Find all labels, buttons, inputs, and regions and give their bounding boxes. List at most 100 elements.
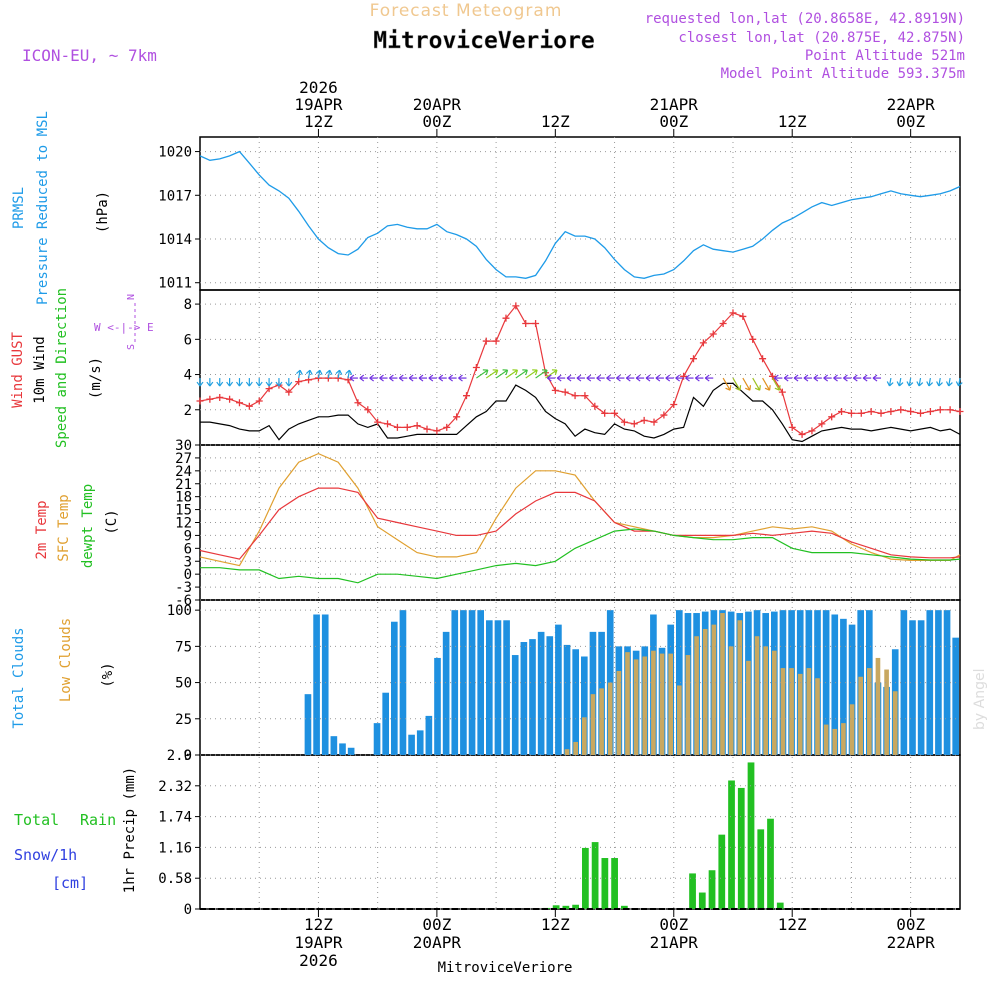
compass-we: W <-|-> E [94,321,154,334]
wind-arrow-shaft [476,369,489,379]
wind-arrow-head [532,369,538,375]
total-cloud-bar [321,614,329,755]
wind-arrow [823,374,832,382]
gust-marker [788,423,796,431]
wind-arrow-shaft [317,370,321,379]
wind-arrow-head [675,374,680,382]
low-cloud-bar [582,717,587,755]
wind-arrow-shaft [742,377,751,391]
gust-marker [472,364,480,371]
gust-marker [216,393,224,401]
label-ms: (m/s) [88,357,104,399]
requested-coords: requested lon,lat (20.8658E, 42.8919N) [645,11,965,27]
y-tick-label: -3 [175,580,192,596]
y-tick-label: 2 [184,403,192,419]
total-cloud-bar [330,736,338,755]
wind-line [200,382,961,443]
precip-bar [552,905,560,909]
gust-marker [512,302,520,310]
wind-arrow-head [916,381,924,387]
total-cloud-bar [382,692,389,755]
low-cloud-bar [746,660,751,755]
gust-marker [354,399,362,407]
gust-marker [591,402,599,410]
low-cloud-bar [720,613,725,755]
wind-arrow [793,374,803,382]
wind-arrow-head [556,374,562,382]
panels: 1011 1014 1017 1020 PRMSL Pressure Reduced to… [10,111,964,918]
wind-arrow-head [275,381,283,387]
gust-marker [423,425,431,433]
wind-arrow-head [482,369,489,375]
gust-marker [926,408,934,416]
wind-arrow-head [764,385,771,391]
total-cloud-bar [935,610,942,755]
gust-marker [660,411,668,419]
low-cloud-bar [867,668,872,755]
total-cloud-bar [373,723,381,755]
wind-arrow-head [896,381,904,387]
wind-arrow-shaft [535,369,548,379]
low-cloud-bar [841,723,846,755]
gust-marker [443,423,451,431]
total-cloud-bar [917,620,925,755]
label-2m-temp: 2m Temp [34,500,50,559]
top-label-time: 12Z [541,112,570,131]
gust-marker [453,413,461,421]
gust-marker [936,406,944,414]
gust-marker [403,423,411,431]
low-cloud-bar [884,669,889,755]
footer-location: MitroviceVeriore [438,960,573,976]
wind-arrow-head [379,374,384,382]
gust-marker [235,399,243,407]
top-label-time: 12Z [304,112,333,131]
low-cloud-bar [659,653,665,755]
label-c: (C) [104,509,120,534]
top-label-year: 2026 [299,78,338,97]
wind-arrow-shaft [722,377,731,391]
wind-arrow-head [408,374,414,382]
total-cloud-bar [494,620,502,755]
gust-marker [285,388,293,396]
wind-arrow-head [216,381,224,387]
wind-arrow [265,378,273,387]
wind-arrow [635,374,645,382]
wind-arrow-head [813,374,819,382]
gust-marker [295,378,303,386]
gust-marker [433,427,441,435]
wind-arrow-head [655,374,661,382]
wind-arrow-shaft [485,369,499,379]
y-tick-label: 75 [175,639,192,655]
dewpt-line [200,528,961,584]
wind-arrow [275,378,283,387]
gust-marker [620,418,628,426]
wind-arrow-head [625,374,631,382]
wind-arrow-head [542,369,548,375]
low-cloud-bar [616,670,622,755]
y-tick-label: 2.32 [158,779,192,795]
wind-arrow-head [773,374,779,382]
low-cloud-bar [573,741,578,755]
label-snow: Snow/1h [14,846,77,864]
gust-marker [867,408,875,416]
total-cloud-bar [848,624,856,755]
low-cloud-bar [763,646,768,755]
wind-arrow [226,378,234,387]
wind-arrow [955,377,963,387]
wind-arrow [896,377,904,387]
bottom-label-time: 12Z [778,915,807,934]
wind-arrow-head [955,381,963,387]
wind-arrow-head [833,374,838,382]
gust-marker [492,337,500,345]
wind-arrow [606,374,615,382]
gust-marker [828,413,836,421]
y-tick-label: 6 [184,541,192,557]
wind-arrow [408,374,418,382]
wind-arrow-head [428,374,434,382]
wind-arrow-head [492,369,499,375]
y-tick-label: 1011 [158,276,192,292]
y-tick-label: 24 [175,464,192,480]
wind-arrow [566,374,576,382]
low-cloud-bar [633,659,639,755]
wind-arrow [732,377,742,391]
